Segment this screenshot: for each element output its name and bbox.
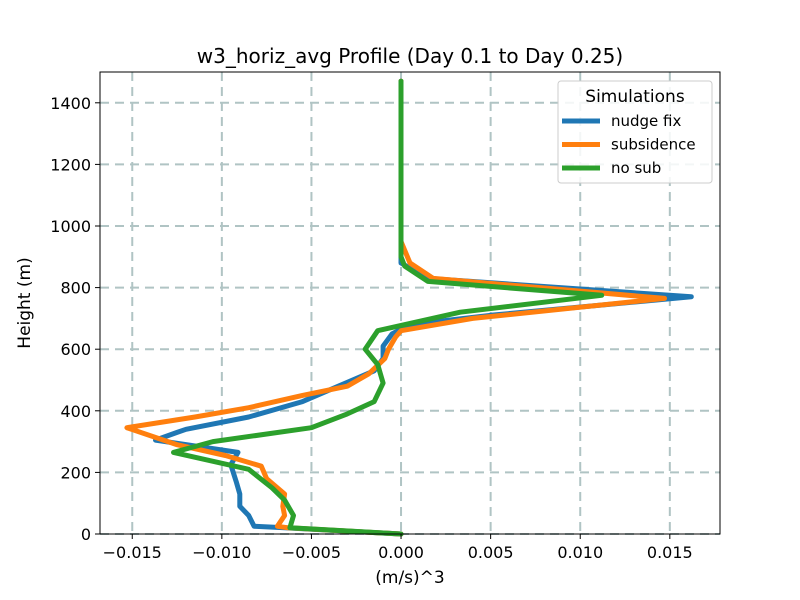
y-axis-label: Height (m) bbox=[15, 257, 35, 348]
y-tick-label: 600 bbox=[60, 340, 91, 359]
legend-entries: nudge fix subsidence no sub bbox=[562, 112, 696, 177]
legend-label: subsidence bbox=[611, 136, 696, 154]
x-tick-label: 0.000 bbox=[378, 543, 424, 562]
chart-title: w3_horiz_avg Profile (Day 0.1 to Day 0.2… bbox=[197, 44, 623, 68]
x-tick-label: −0.015 bbox=[103, 543, 162, 562]
legend-box bbox=[557, 80, 713, 184]
y-tick-label: 400 bbox=[60, 402, 91, 421]
legend-label: nudge fix bbox=[611, 112, 682, 130]
legend-title: Simulations bbox=[585, 87, 685, 107]
x-tick-label: 0.005 bbox=[468, 543, 514, 562]
x-tick-label: 0.010 bbox=[557, 543, 603, 562]
legend: Simulations nudge fix subsidence no sub bbox=[557, 80, 713, 184]
x-tick-label: 0.015 bbox=[647, 543, 693, 562]
y-tick-label: 200 bbox=[60, 463, 91, 482]
ticks: −0.015 −0.010 −0.005 0.000 0.005 0.010 0.015 0 2… bbox=[50, 94, 692, 562]
y-tick-label: 1000 bbox=[50, 217, 91, 236]
x-tick-label: −0.005 bbox=[282, 543, 341, 562]
y-tick-label: 800 bbox=[60, 279, 91, 298]
y-tick-label: 1400 bbox=[50, 94, 91, 113]
series-line-no-sub bbox=[171, 78, 605, 537]
plot-frame bbox=[99, 71, 721, 535]
x-axis-label: (m/s)^3 bbox=[375, 568, 444, 588]
x-tick-label: −0.010 bbox=[192, 543, 251, 562]
y-tick-label: 1200 bbox=[50, 155, 91, 174]
legend-label: no sub bbox=[611, 159, 661, 177]
series-layer bbox=[124, 78, 694, 537]
y-tick-label: 0 bbox=[81, 525, 91, 544]
